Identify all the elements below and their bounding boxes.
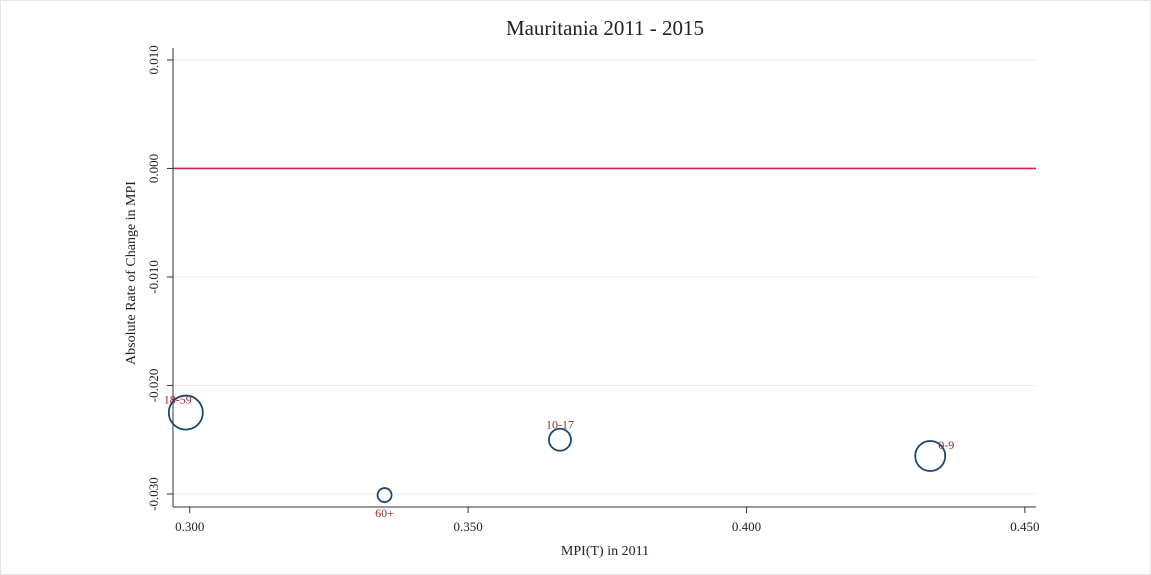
x-tick-label: 0.450 [1010,519,1039,534]
point-label: 18-59 [164,392,192,406]
point-label: 60+ [375,506,394,520]
y-tick-label: -0.010 [146,260,161,294]
bubble [548,427,572,452]
x-axis-label: MPI(T) in 2011 [561,544,649,559]
bubble [167,394,204,431]
point-label: 0-9 [938,438,954,452]
y-axis-label: Absolute Rate of Change in MPI [124,181,139,365]
y-tick-label: 0.000 [146,154,161,183]
y-tick-label: -0.020 [146,369,161,403]
bubble [914,440,947,472]
x-tick-label: 0.400 [732,519,761,534]
y-tick-label: -0.030 [146,477,161,511]
chart-title: Mauritania 2011 - 2015 [506,16,704,40]
x-tick-label: 0.300 [175,519,204,534]
bubble [376,487,393,503]
x-tick-label: 0.350 [453,519,482,534]
y-tick-label: 0.010 [146,45,161,74]
point-label: 10-17 [546,417,574,431]
